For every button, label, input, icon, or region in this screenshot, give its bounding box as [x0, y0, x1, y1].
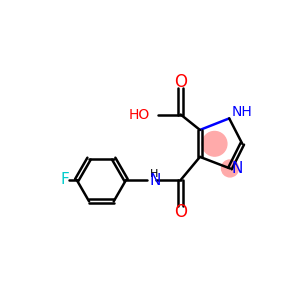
Text: N: N	[232, 161, 243, 176]
Text: O: O	[174, 203, 187, 221]
Circle shape	[202, 131, 227, 156]
Text: NH: NH	[231, 105, 252, 119]
Text: H: H	[150, 169, 158, 179]
Text: F: F	[60, 172, 69, 188]
Text: O: O	[174, 73, 187, 91]
Text: HO: HO	[129, 107, 150, 122]
Circle shape	[221, 160, 239, 177]
Text: N: N	[150, 173, 161, 188]
